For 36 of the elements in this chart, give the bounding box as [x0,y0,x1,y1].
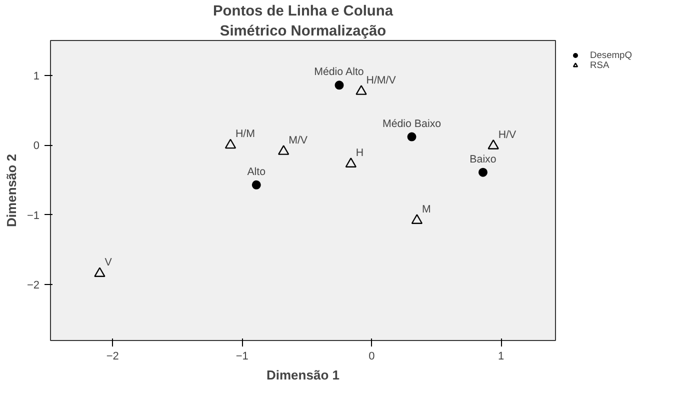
point [224,138,236,149]
annotation: H/M/V [366,74,397,86]
annotation: H/V [498,128,517,141]
x-tick-label: 1 [498,350,504,362]
x-axis-title: Dimensão 1 [266,368,340,382]
point [356,85,367,95]
chart-title: Pontos de Linha e Coluna [213,4,394,20]
annotation: Médio Alto [314,66,364,78]
x-tick-label: 0 [368,350,375,362]
point [94,267,106,278]
point [278,145,290,155]
annotation: Alto [247,166,266,178]
annotation: Médio Baixo [382,118,442,130]
annotation: M [422,204,431,216]
y-tick-label: −1 [26,210,40,222]
y-tick-label: 0 [33,140,40,152]
point [252,180,261,190]
y-tick-label: 1 [33,70,40,82]
annotation: Baixo [470,153,496,166]
annotation: V [104,256,113,269]
y-tick-label: −2 [26,280,40,292]
y-axis-title: Dimensão 2 [4,154,19,227]
point [345,158,357,168]
x-tick-label: −1 [236,350,248,362]
chart-subtitle: Simétrico Normalização [220,24,386,40]
x-tick-label: −2 [106,350,119,362]
annotation: H [356,146,364,159]
point [407,132,416,142]
annotation: M/V [288,134,308,146]
point [411,214,423,224]
legend-label: RSA [590,60,610,70]
legend-label: DesempQ [590,50,632,60]
point [334,80,344,90]
point [488,139,499,150]
point [478,168,488,177]
annotation: H/M [235,128,256,140]
